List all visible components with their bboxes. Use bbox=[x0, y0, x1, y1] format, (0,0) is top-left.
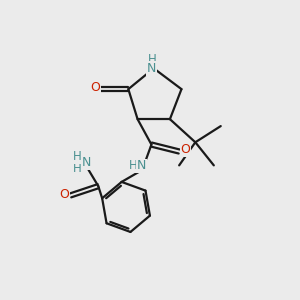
Text: O: O bbox=[59, 188, 69, 201]
Text: H: H bbox=[73, 150, 81, 163]
Text: N: N bbox=[147, 62, 157, 75]
Text: O: O bbox=[90, 82, 100, 94]
Text: H: H bbox=[73, 162, 81, 175]
Text: H: H bbox=[148, 53, 156, 66]
Text: N: N bbox=[82, 156, 91, 169]
Text: O: O bbox=[181, 143, 190, 156]
Text: H: H bbox=[129, 159, 138, 172]
Text: N: N bbox=[137, 159, 146, 172]
